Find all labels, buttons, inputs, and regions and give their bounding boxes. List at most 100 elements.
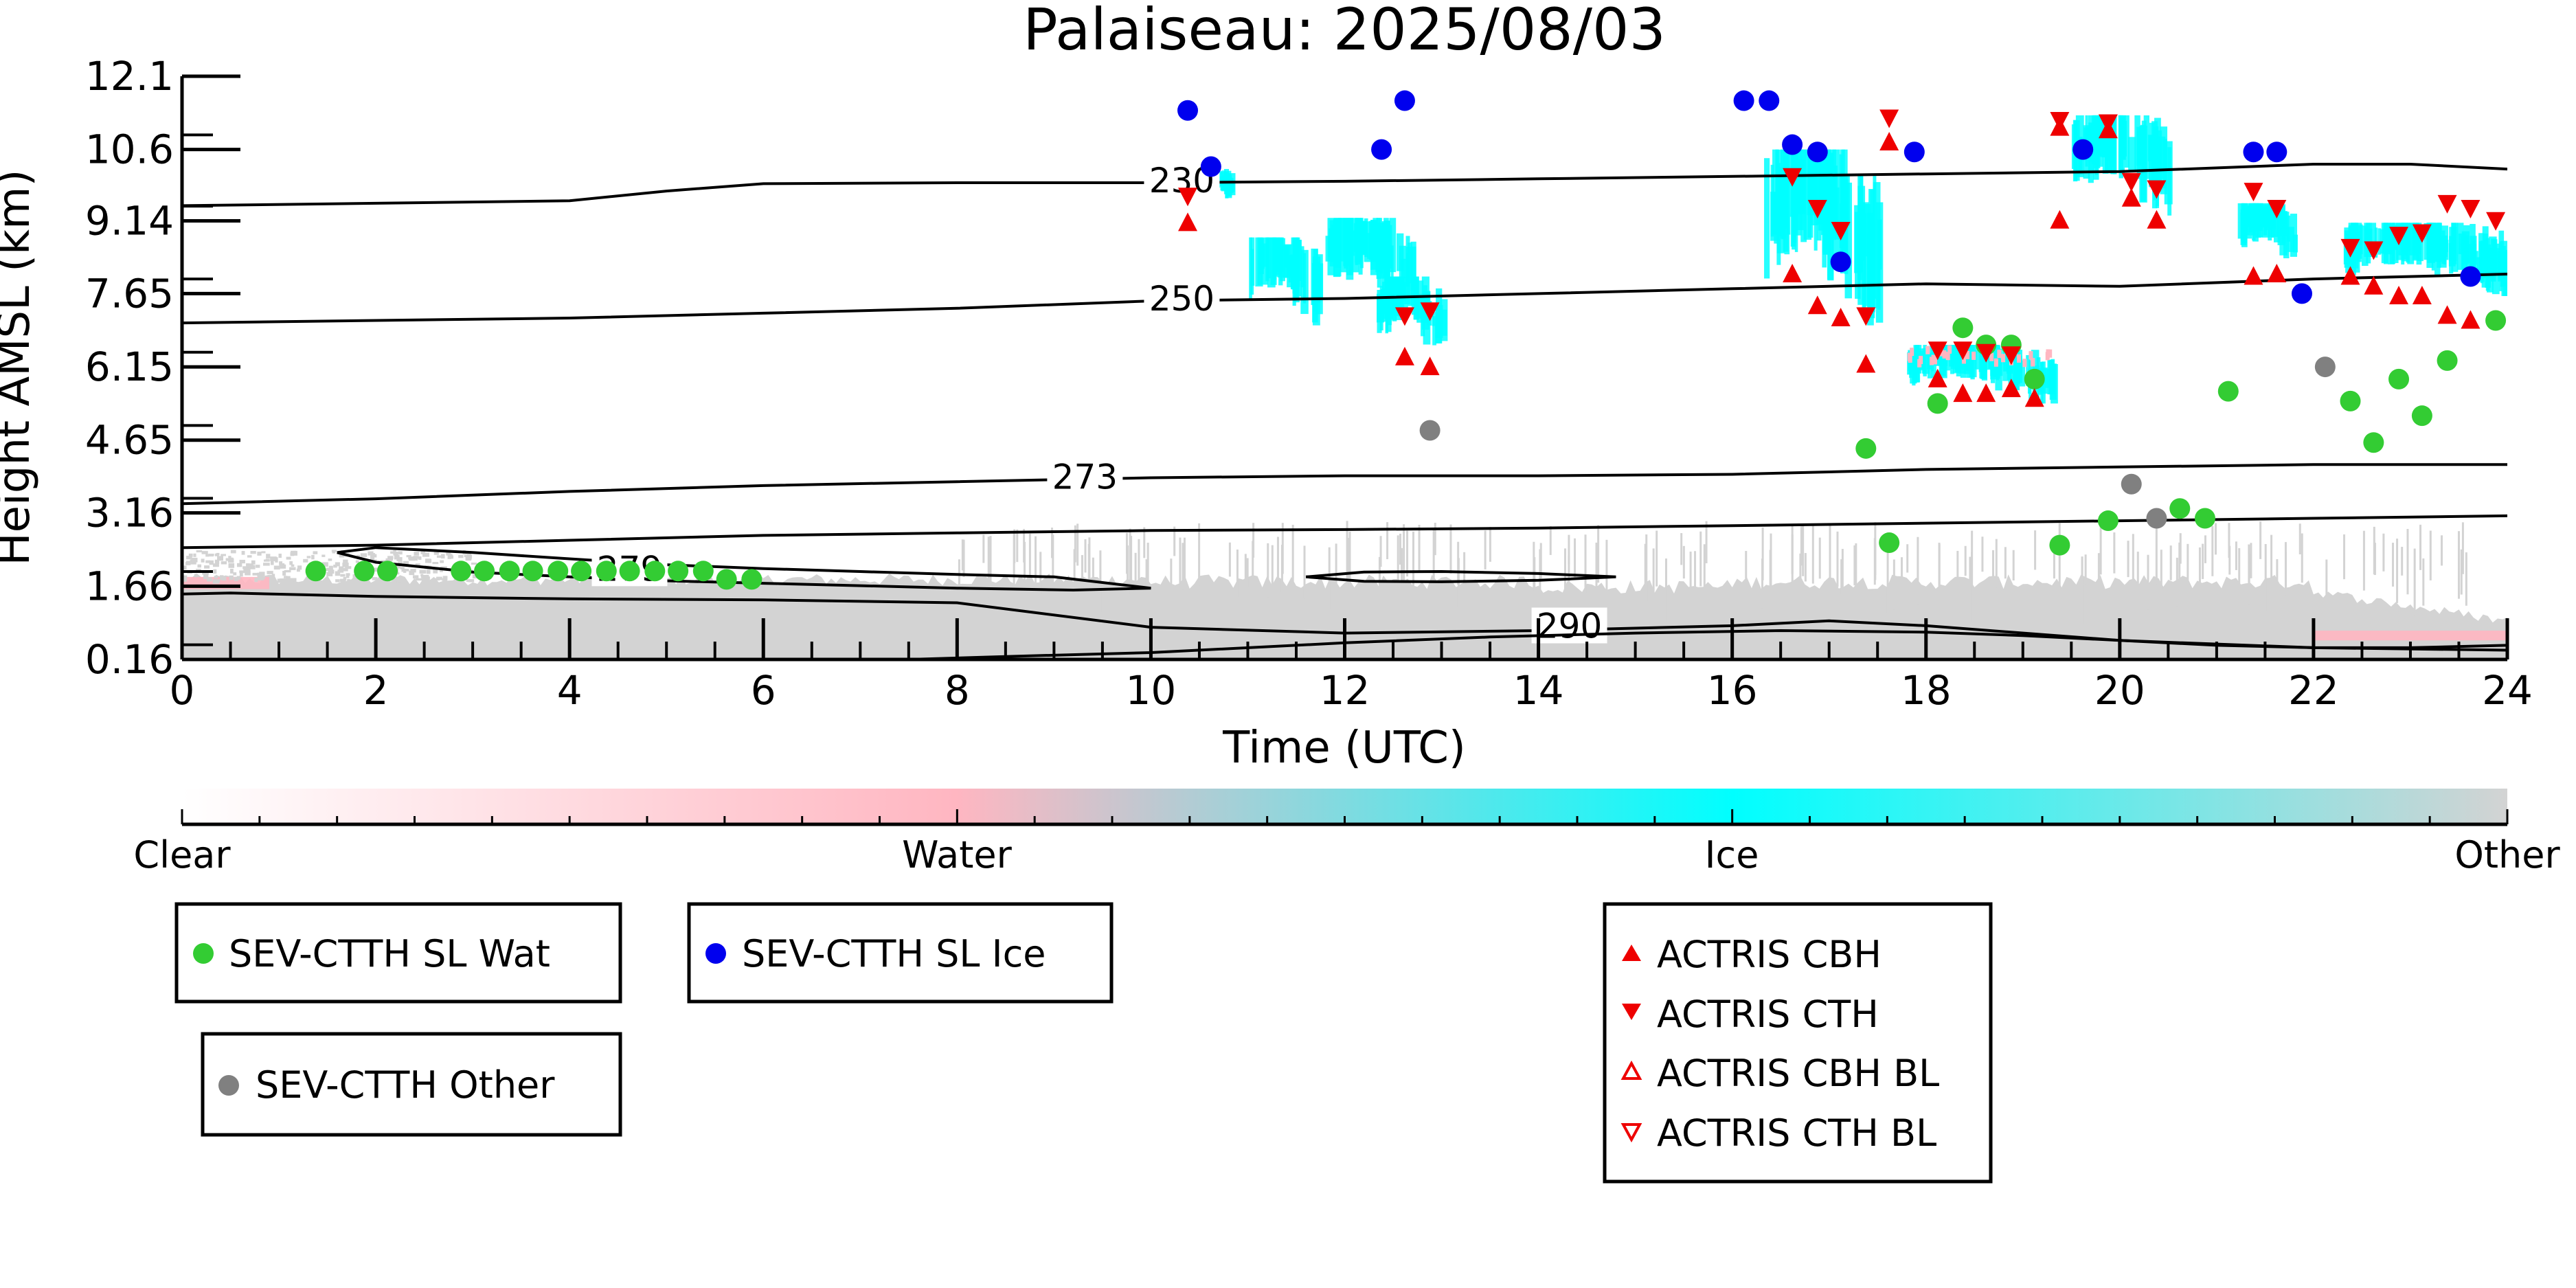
boundary-layer-streak [2362, 530, 2365, 591]
boundary-layer-streak [2132, 534, 2134, 600]
boundary-layer-speckle [372, 577, 378, 580]
cloud-streak [2246, 207, 2250, 236]
boundary-layer-speckle [355, 560, 359, 563]
boundary-layer-streak [2034, 530, 2037, 570]
x-tick-label: 16 [1707, 667, 1758, 714]
data-point [1830, 251, 1851, 273]
cloud-streak [1828, 149, 1836, 240]
cloud-streak [1261, 237, 1269, 285]
boundary-layer-speckle [332, 550, 336, 554]
cloud-streak [1873, 176, 1877, 299]
boundary-layer-streak [1457, 558, 1460, 608]
cloud-streak [1439, 309, 1447, 336]
boundary-layer-streak [2461, 522, 2464, 574]
boundary-layer-streak [1745, 551, 1748, 579]
boundary-layer-streak [1539, 543, 1542, 579]
boundary-layer-streak [1664, 558, 1667, 622]
x-tick-label: 22 [2288, 667, 2339, 714]
cloud-streak [1807, 149, 1814, 238]
data-point [1419, 420, 1440, 441]
boundary-layer-speckle [214, 559, 220, 564]
boundary-layer-streak [1228, 542, 1231, 577]
boundary-layer-streak [1484, 530, 1487, 570]
cloud-water-speck [2029, 351, 2033, 360]
boundary-layer-streak [987, 536, 990, 598]
boundary-layer-streak [1563, 548, 1566, 607]
boundary-layer-streak [1886, 548, 1889, 614]
data-point [1178, 212, 1198, 231]
boundary-layer-streak [1836, 531, 1839, 587]
data-point [2389, 285, 2409, 304]
boundary-layer-speckle [252, 572, 259, 576]
cloud-streak [1857, 211, 1862, 280]
boundary-layer-speckle [442, 576, 448, 580]
data-point [1783, 168, 1803, 187]
boundary-layer-streak [982, 534, 985, 563]
x-tick-label: 18 [1901, 667, 1952, 714]
boundary-layer-speckle [282, 570, 286, 576]
boundary-layer-streak [1906, 544, 1909, 573]
data-point [1420, 357, 1440, 376]
data-point [2217, 381, 2239, 402]
boundary-layer-streak [1303, 545, 1306, 599]
cloud-streak [2268, 203, 2276, 230]
cloud-streak [1867, 212, 1874, 326]
boundary-layer-streak [1400, 547, 1403, 583]
boundary-layer-streak [2460, 549, 2463, 595]
x-tick-label: 8 [945, 667, 970, 714]
cloud-streak [1364, 218, 1368, 258]
data-point [1831, 221, 1851, 240]
boundary-layer-speckle [270, 556, 277, 561]
boundary-layer-speckle [296, 568, 300, 572]
boundary-layer-speckle [413, 556, 419, 559]
boundary-layer-streak [1397, 535, 1399, 603]
data-point [2364, 241, 2384, 260]
boundary-layer-streak [1853, 545, 1856, 586]
boundary-layer-speckle [289, 578, 294, 583]
boundary-layer-streak [1023, 529, 1026, 563]
boundary-layer-streak [1656, 530, 1658, 587]
cloud-streak [2156, 130, 2162, 184]
boundary-layer-speckle [311, 554, 315, 560]
boundary-layer-speckle [433, 578, 440, 581]
boundary-layer-streak [2429, 530, 2432, 580]
contour-label: 250 [1149, 279, 1214, 319]
boundary-layer-speckle [256, 565, 260, 568]
data-point [1394, 346, 1414, 365]
data-point [2121, 473, 2142, 495]
boundary-layer-speckle [258, 576, 265, 579]
cloud-streak [1423, 291, 1431, 345]
boundary-layer-streak [2422, 558, 2425, 606]
boundary-layer-streak [1182, 543, 1184, 590]
cloud-streak [2498, 251, 2506, 282]
boundary-layer-speckle [313, 551, 318, 554]
boundary-layer-streak [2053, 543, 2055, 579]
boundary-layer-streak [2396, 539, 2399, 603]
boundary-layer-streak [2202, 543, 2204, 579]
boundary-layer-streak [1138, 539, 1140, 584]
boundary-layer-speckle [328, 558, 332, 561]
cloud-water-speck [1947, 345, 1952, 354]
boundary-layer-speckle [284, 569, 291, 573]
cloud-streak [1255, 237, 1263, 287]
data-point [2244, 183, 2263, 202]
boundary-layer-streak [2215, 523, 2217, 555]
colorbar: Clear Water Ice Other [133, 789, 2560, 877]
boundary-layer-speckle [353, 578, 358, 584]
data-point [354, 561, 375, 582]
cloud-water-speck [1917, 359, 1922, 368]
boundary-layer-streak [1568, 534, 1570, 565]
cloud-streak [2407, 223, 2415, 264]
boundary-layer-speckle [465, 556, 472, 561]
boundary-layer-speckle [250, 551, 256, 554]
boundary-layer-speckle [468, 556, 471, 558]
cloud-streak [2101, 124, 2109, 158]
cloud-streak [1432, 302, 1435, 326]
data-point [1856, 307, 1876, 326]
boundary-layer-speckle [267, 571, 273, 574]
boundary-layer-speckle [422, 552, 429, 557]
boundary-layer-streak [1198, 523, 1201, 586]
boundary-layer-streak [2373, 543, 2376, 576]
boundary-layer-streak [1463, 552, 1466, 586]
cloud-streak [1939, 345, 1947, 379]
